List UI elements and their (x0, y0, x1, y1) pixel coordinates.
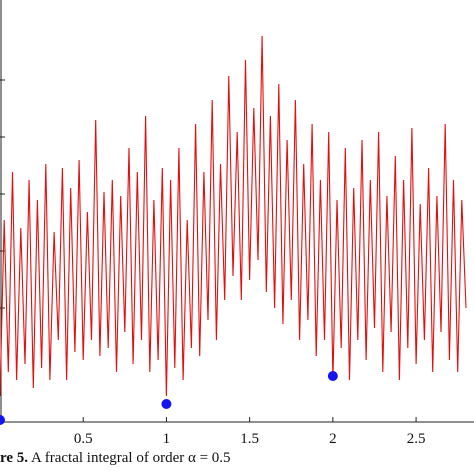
tick-layer: 0.5 1 1.5 2 2.5 (74, 417, 426, 447)
x-tick-label: 1 (163, 431, 171, 447)
x-tick-label: 1.5 (240, 431, 259, 447)
data-point-marker-1 (161, 399, 172, 409)
marker-layer (0, 371, 338, 425)
series-layer (0, 35, 467, 397)
x-tick-label: 0.5 (74, 431, 93, 447)
x-tick-label: 2.5 (407, 431, 426, 447)
x-tick-label: 2 (329, 431, 337, 447)
figure-caption-text: A fractal integral of order α = 0.5 (30, 450, 231, 466)
series-line-0 (0, 35, 467, 397)
figure-caption: re 5. A fractal integral of order α = 0.… (0, 450, 474, 467)
data-point-marker-2 (327, 371, 338, 381)
data-point-marker-0 (0, 415, 5, 425)
figure-caption-label: re 5. (0, 450, 29, 466)
